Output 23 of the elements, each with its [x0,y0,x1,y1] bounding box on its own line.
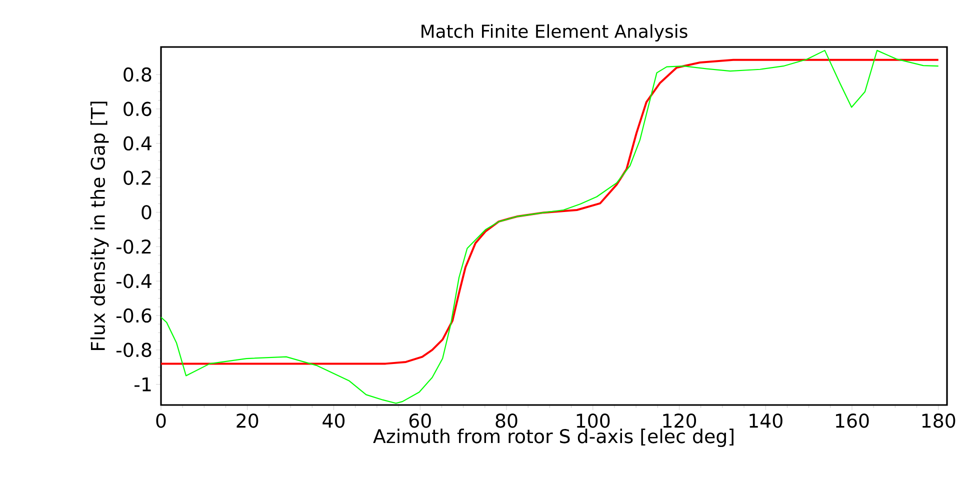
x-tick-label: 20 [236,414,258,428]
y-axis-title: Flux density in the Gap [T] [90,102,109,350]
y-tick-label: -1 [134,377,151,392]
y-tick-label: -0.2 [116,239,151,254]
y-tick-label: 0.2 [124,170,151,185]
x-tick-label: 40 [322,414,345,428]
y-tick-label: -0.6 [116,308,152,323]
x-tick-label: 0 [156,414,166,428]
y-tick-label: -0.8 [116,342,152,358]
x-tick-label: 160 [836,414,869,428]
y-tick-label: 0 [142,205,152,220]
x-tick-label: 80 [496,414,518,428]
x-tick-label: 60 [409,414,431,428]
y-tick-label: -0.4 [116,274,152,288]
x-axis-title: Azimuth from rotor S d-axis [elec deg] [373,428,734,447]
y-tick-label: 0.8 [124,67,152,82]
x-tick-label: 180 [922,414,956,428]
chart-title: Match Finite Element Analysis [422,24,688,42]
x-tick-label: 140 [750,414,782,428]
x-tick-label: 100 [576,414,610,428]
y-tick-label: 0.6 [124,102,152,116]
y-tick-label: 0.4 [124,136,152,151]
x-tick-label: 120 [663,414,696,428]
